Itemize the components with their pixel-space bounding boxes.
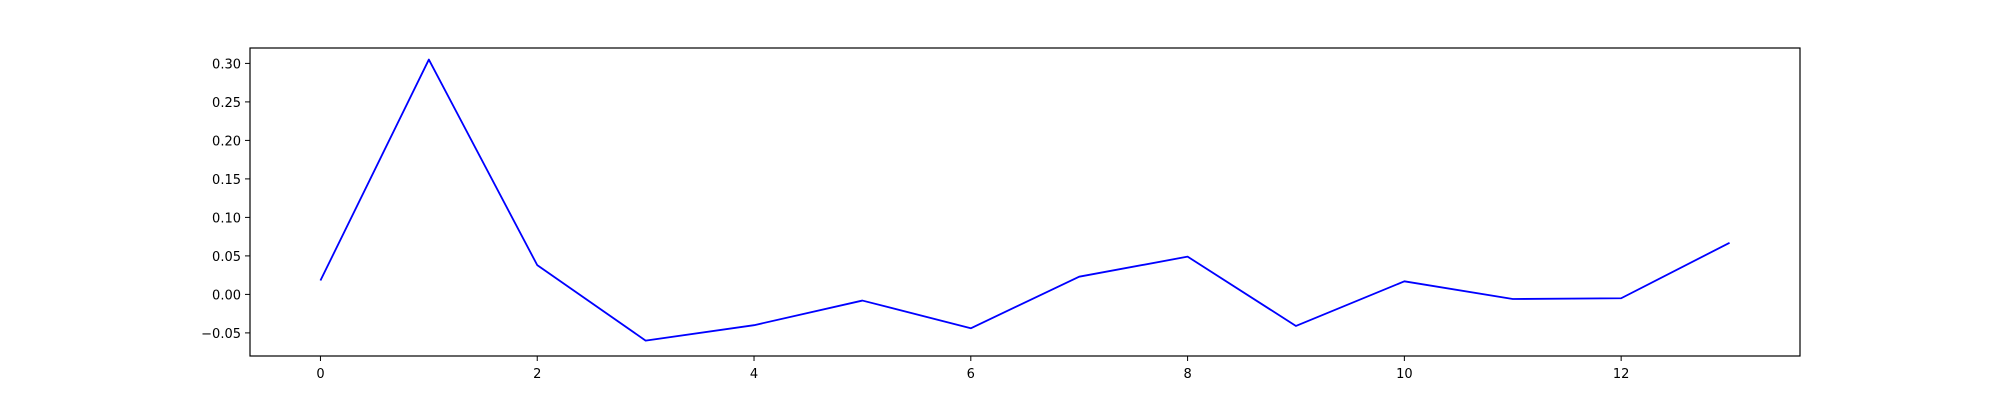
x-tick-label: 12 (1613, 367, 1630, 382)
y-tick-label: 0.05 (212, 250, 241, 265)
x-tick-label: 0 (316, 367, 324, 382)
y-tick-label: 0.00 (212, 288, 241, 303)
y-tick-label: 0.30 (212, 57, 241, 72)
x-tick-label: 6 (967, 367, 975, 382)
y-tick-label: −0.05 (201, 327, 241, 342)
y-axis: −0.05 0.00 0.05 0.10 0.15 0.20 0.25 0.30 (201, 57, 250, 342)
x-tick-label: 8 (1183, 367, 1191, 382)
x-axis: 0 2 4 6 8 10 12 (316, 356, 1629, 382)
series-layer (319, 58, 1730, 342)
axes-frame (249, 47, 1801, 357)
y-tick-label: 0.10 (212, 211, 241, 226)
x-tick-label: 10 (1396, 367, 1413, 382)
x-tick-label: 4 (750, 367, 758, 382)
y-tick-label: 0.15 (212, 173, 241, 188)
x-tick-label: 2 (533, 367, 541, 382)
series-line-0 (319, 58, 1730, 342)
y-tick-label: 0.25 (212, 96, 241, 111)
y-tick-label: 0.20 (212, 134, 241, 149)
